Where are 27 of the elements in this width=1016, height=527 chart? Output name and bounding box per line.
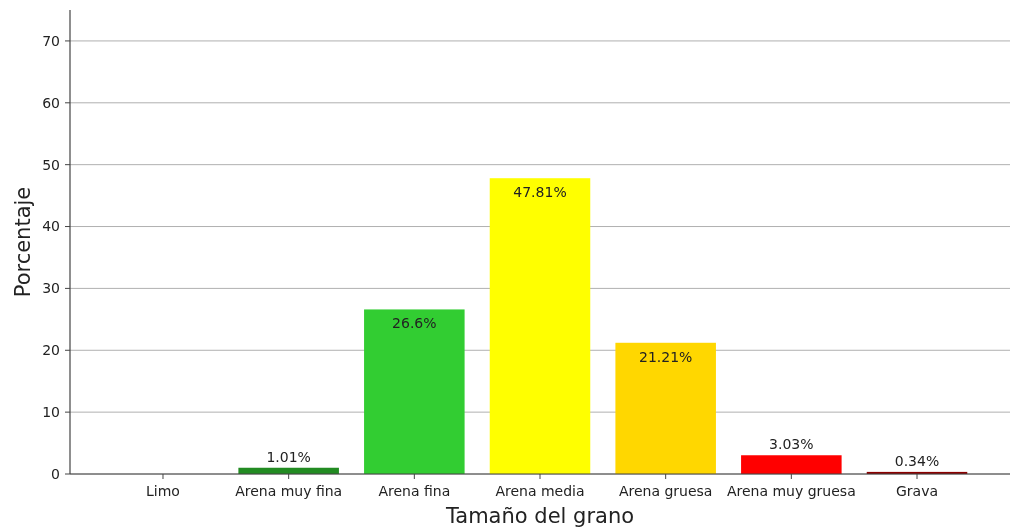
x-tick-label: Arena fina (378, 483, 451, 499)
x-tick-label: Limo (146, 483, 180, 499)
bar (615, 342, 716, 474)
y-tick-label: 10 (42, 404, 60, 421)
x-tick-label: Arena muy fina (235, 483, 343, 499)
y-tick-label: 40 (42, 218, 60, 235)
data-label: 47.81% (513, 184, 567, 201)
data-label: 1.01% (266, 448, 311, 465)
x-tick-label: Arena media (495, 483, 585, 499)
bar (489, 178, 591, 474)
x-tick-label: Arena gruesa (618, 483, 713, 499)
y-tick-label: 50 (42, 156, 60, 173)
y-tick-label: 60 (42, 94, 60, 111)
x-axis-title: Tamaño del grano (444, 504, 635, 527)
data-label: 21.21% (638, 348, 693, 365)
y-tick-label: 20 (42, 342, 60, 359)
x-tick-label: Arena muy gruesa (726, 483, 856, 499)
x-tick-label: Grava (895, 483, 939, 499)
y-tick-label: 70 (42, 32, 60, 49)
bar (741, 455, 842, 474)
data-label: 3.03% (769, 436, 814, 453)
data-label: 26.6% (392, 315, 437, 332)
y-tick-label: 0 (51, 465, 60, 482)
y-tick-label: 30 (42, 280, 60, 297)
data-label: 0.34% (894, 452, 940, 469)
y-axis-title: Porcentaje (11, 186, 35, 298)
bar (364, 309, 465, 474)
